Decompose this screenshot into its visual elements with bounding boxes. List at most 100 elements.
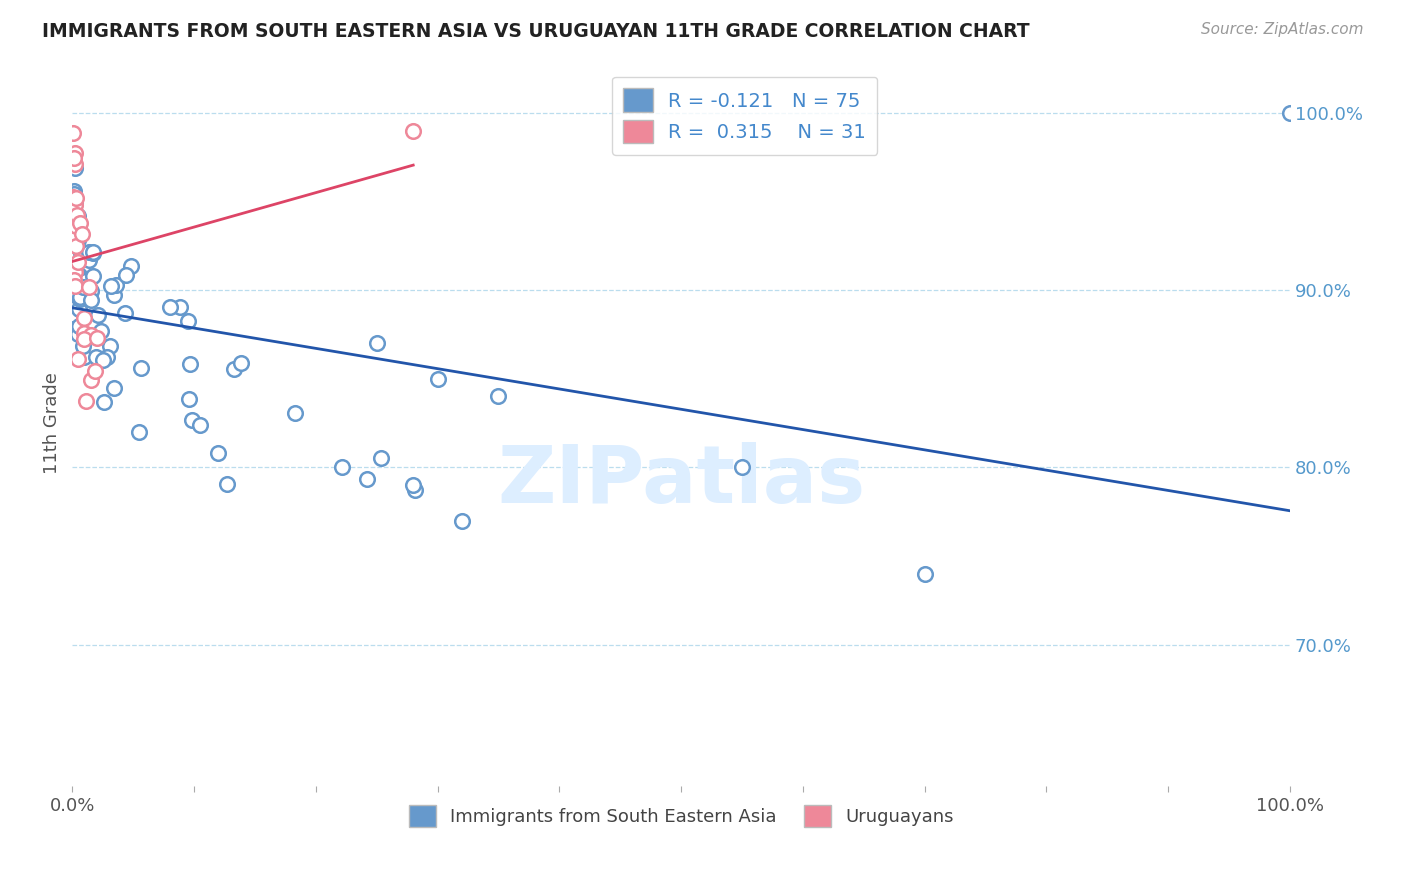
Point xyxy=(63,187,86,202)
Point xyxy=(451,514,474,528)
Point xyxy=(404,483,426,497)
Point xyxy=(1279,105,1302,120)
Point xyxy=(91,353,114,368)
Point xyxy=(82,244,104,259)
Point xyxy=(62,202,84,217)
Point xyxy=(90,324,112,338)
Point xyxy=(84,364,107,378)
Point xyxy=(104,278,127,293)
Point xyxy=(66,289,89,303)
Point xyxy=(79,373,101,387)
Point xyxy=(62,273,84,287)
Point xyxy=(67,219,90,233)
Point xyxy=(73,332,96,346)
Point xyxy=(62,308,84,322)
Point xyxy=(115,268,138,282)
Point xyxy=(70,245,93,260)
Point xyxy=(67,327,90,342)
Point xyxy=(69,290,91,304)
Point xyxy=(72,311,94,326)
Point xyxy=(402,478,425,492)
Point xyxy=(62,259,84,273)
Point xyxy=(63,198,86,212)
Point xyxy=(75,394,97,409)
Point xyxy=(100,279,122,293)
Point xyxy=(67,268,90,282)
Point xyxy=(77,280,100,294)
Point xyxy=(426,372,449,386)
Point xyxy=(188,417,211,432)
Point xyxy=(63,145,86,160)
Point xyxy=(63,161,86,175)
Point xyxy=(402,123,425,137)
Point xyxy=(66,211,89,225)
Point xyxy=(87,308,110,322)
Point xyxy=(66,248,89,262)
Point xyxy=(169,300,191,314)
Point xyxy=(84,350,107,364)
Point xyxy=(72,339,94,353)
Point xyxy=(77,252,100,267)
Point xyxy=(131,360,153,375)
Point xyxy=(66,215,89,229)
Point xyxy=(330,459,353,474)
Point xyxy=(63,278,86,293)
Point xyxy=(96,350,118,364)
Point xyxy=(488,389,510,403)
Point xyxy=(93,395,115,409)
Point xyxy=(128,425,150,439)
Y-axis label: 11th Grade: 11th Grade xyxy=(44,372,60,474)
Point xyxy=(70,227,93,241)
Point xyxy=(63,265,86,279)
Point xyxy=(284,406,307,420)
Point xyxy=(731,460,754,475)
Point xyxy=(63,196,86,211)
Point xyxy=(82,268,104,283)
Point xyxy=(72,280,94,294)
Point xyxy=(63,219,86,233)
Point xyxy=(66,351,89,366)
Point xyxy=(62,225,84,239)
Point xyxy=(222,362,245,376)
Point xyxy=(69,292,91,306)
Point xyxy=(73,326,96,340)
Point xyxy=(67,269,90,284)
Point xyxy=(65,239,87,253)
Point xyxy=(65,219,87,233)
Point xyxy=(86,331,108,345)
Point xyxy=(63,156,86,170)
Point xyxy=(120,259,142,273)
Legend: Immigrants from South Eastern Asia, Uruguayans: Immigrants from South Eastern Asia, Urug… xyxy=(399,796,963,836)
Point xyxy=(66,208,89,222)
Point xyxy=(215,477,238,491)
Point xyxy=(66,254,89,268)
Point xyxy=(66,209,89,223)
Point xyxy=(67,302,90,317)
Text: ZIPatlas: ZIPatlas xyxy=(496,442,865,520)
Point xyxy=(914,566,936,581)
Point xyxy=(82,246,104,260)
Point xyxy=(62,227,84,242)
Point xyxy=(181,413,204,427)
Point xyxy=(67,319,90,334)
Point xyxy=(79,244,101,259)
Point xyxy=(80,328,103,343)
Point xyxy=(103,288,125,302)
Point xyxy=(62,126,84,140)
Point xyxy=(98,339,121,353)
Point xyxy=(159,300,181,314)
Point xyxy=(79,284,101,298)
Point xyxy=(62,190,84,204)
Point xyxy=(179,357,201,371)
Point xyxy=(62,184,84,198)
Point xyxy=(103,381,125,395)
Point xyxy=(114,306,136,320)
Point xyxy=(62,152,84,166)
Text: IMMIGRANTS FROM SOUTH EASTERN ASIA VS URUGUAYAN 11TH GRADE CORRELATION CHART: IMMIGRANTS FROM SOUTH EASTERN ASIA VS UR… xyxy=(42,22,1029,41)
Point xyxy=(62,282,84,296)
Point xyxy=(366,336,388,351)
Point xyxy=(179,392,201,406)
Point xyxy=(65,274,87,288)
Point xyxy=(67,233,90,247)
Point xyxy=(356,472,378,486)
